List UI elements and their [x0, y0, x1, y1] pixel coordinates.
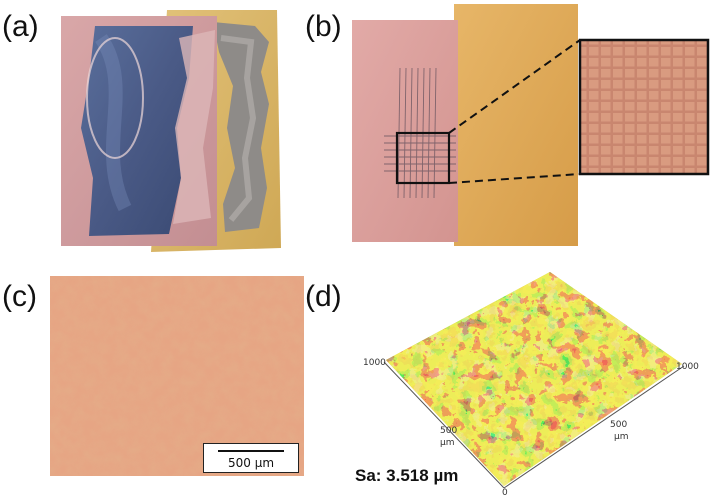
- scale-bar-box: 500 µm: [203, 443, 299, 473]
- scale-bar-line: [218, 450, 284, 452]
- axis-left-mid: 500: [440, 426, 458, 436]
- panel-d-surface-plot: [383, 272, 685, 489]
- panel-label-b: (b): [305, 10, 342, 43]
- axis-left-unit: µm: [440, 438, 455, 448]
- panel-b-photo: [352, 4, 710, 246]
- panel-label-d: (d): [305, 280, 342, 313]
- panel-a-photo: [61, 10, 281, 252]
- axis-left-max: 1000: [363, 358, 386, 368]
- sa-roughness-value: Sa: 3.518 µm: [355, 466, 459, 485]
- panel-label-c: (c): [2, 280, 37, 313]
- axis-right-mid: 500: [610, 420, 628, 430]
- axis-right-unit: µm: [614, 432, 629, 442]
- axis-origin: 0: [502, 488, 508, 498]
- panel-c-micrograph: [50, 276, 304, 476]
- scale-bar-label: 500 µm: [227, 456, 275, 470]
- panel-label-a: (a): [2, 10, 39, 43]
- axis-right-max: 1000: [676, 362, 699, 372]
